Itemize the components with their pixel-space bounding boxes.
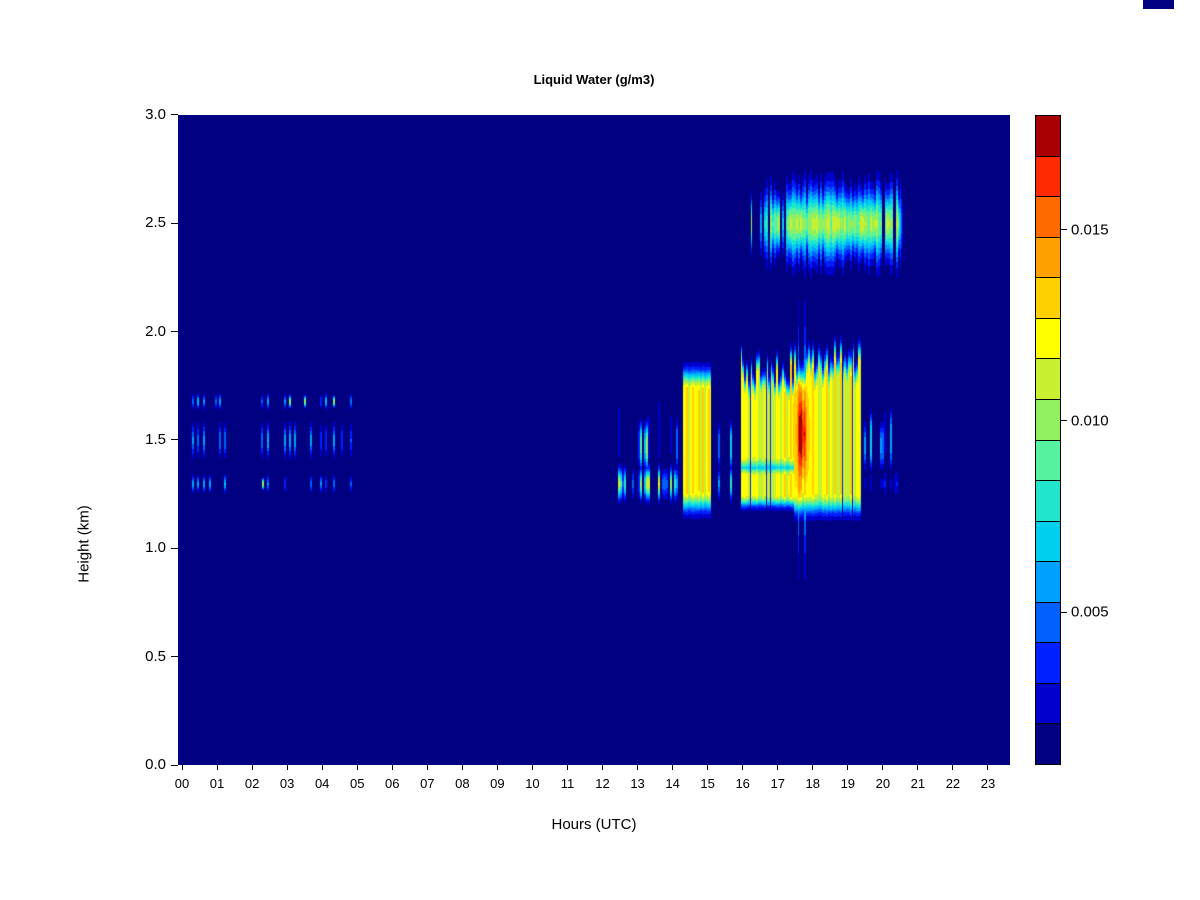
x-tick-mark xyxy=(216,765,218,770)
x-tick-label: 22 xyxy=(945,776,961,791)
x-tick-label: 03 xyxy=(279,776,295,791)
chart-title: Liquid Water (g/m3) xyxy=(533,72,655,87)
x-tick-mark xyxy=(496,765,498,770)
x-tick-mark xyxy=(356,765,358,770)
colorbar-segment xyxy=(1036,277,1060,318)
corner-swatch xyxy=(1143,0,1174,9)
colorbar-segment xyxy=(1036,236,1060,278)
x-tick-mark xyxy=(602,765,604,770)
colorbar-segment xyxy=(1036,723,1060,764)
x-tick-label: 20 xyxy=(875,776,891,791)
y-tick-mark xyxy=(171,331,178,333)
colorbar-segment xyxy=(1036,196,1060,237)
y-axis-label: Height (km) xyxy=(75,505,93,583)
x-tick-label: 23 xyxy=(980,776,996,791)
colorbar-segment xyxy=(1036,480,1060,521)
colorbar xyxy=(1035,115,1061,765)
colorbar-segment xyxy=(1036,601,1060,643)
y-tick-label: 3.0 xyxy=(145,105,166,123)
x-tick-label: 06 xyxy=(385,776,400,791)
x-tick-mark xyxy=(917,765,919,770)
heatmap-canvas xyxy=(178,115,1010,765)
y-tick-label: 2.0 xyxy=(145,322,166,340)
colorbar-segment xyxy=(1036,317,1060,359)
colorbar-tick-label: 0.015 xyxy=(1071,221,1109,239)
x-tick-label: 08 xyxy=(455,776,470,791)
colorbar-segment xyxy=(1036,561,1060,602)
x-tick-label: 15 xyxy=(700,776,715,791)
x-tick-mark xyxy=(181,765,183,770)
x-tick-mark xyxy=(286,765,288,770)
x-tick-mark xyxy=(987,765,989,770)
x-tick-label: 12 xyxy=(595,776,610,791)
x-tick-mark xyxy=(461,765,463,770)
x-tick-label: 00 xyxy=(174,776,190,791)
x-tick-mark xyxy=(742,765,744,770)
colorbar-segment xyxy=(1036,116,1060,156)
y-tick-mark xyxy=(171,114,178,116)
colorbar-segment xyxy=(1036,520,1060,562)
x-tick-mark xyxy=(882,765,884,770)
x-tick-mark xyxy=(777,765,779,770)
x-tick-mark xyxy=(672,765,674,770)
x-tick-label: 02 xyxy=(244,776,260,791)
y-tick-label: 0.0 xyxy=(145,756,166,773)
x-tick-mark xyxy=(531,765,533,770)
x-tick-mark xyxy=(251,765,253,770)
x-tick-label: 11 xyxy=(560,776,575,791)
x-tick-mark xyxy=(321,765,323,770)
y-tick-label: 2.5 xyxy=(145,214,166,232)
y-tick-mark xyxy=(171,656,178,658)
colorbar-tick-mark xyxy=(1061,611,1067,613)
x-tick-mark xyxy=(847,765,849,770)
x-tick-label: 16 xyxy=(735,776,750,791)
x-tick-label: 07 xyxy=(420,776,435,791)
x-tick-mark xyxy=(566,765,568,770)
x-tick-mark xyxy=(637,765,639,770)
y-tick-mark xyxy=(171,439,178,441)
colorbar-segment xyxy=(1036,439,1060,481)
y-tick-label: 1.5 xyxy=(145,430,166,448)
x-tick-mark xyxy=(426,765,428,770)
colorbar-tick-label: 0.005 xyxy=(1071,603,1109,621)
x-tick-label: 18 xyxy=(805,776,820,791)
x-tick-label: 17 xyxy=(770,776,785,791)
colorbar-segment xyxy=(1036,682,1060,724)
colorbar-segment xyxy=(1036,358,1060,399)
x-tick-label: 10 xyxy=(525,776,540,791)
x-tick-mark xyxy=(952,765,954,770)
x-tick-mark xyxy=(707,765,709,770)
y-tick-mark xyxy=(171,764,178,766)
colorbar-tick-mark xyxy=(1061,420,1067,422)
x-tick-label: 13 xyxy=(630,776,645,791)
y-tick-mark xyxy=(171,547,178,549)
y-tick-label: 1.0 xyxy=(145,539,166,557)
colorbar-tick-label: 0.010 xyxy=(1071,412,1109,430)
colorbar-tick-mark xyxy=(1061,229,1067,231)
x-tick-label: 05 xyxy=(349,776,365,791)
y-tick-label: 0.5 xyxy=(145,647,166,665)
x-tick-label: 19 xyxy=(840,776,856,791)
x-tick-label: 04 xyxy=(314,776,330,791)
colorbar-segment xyxy=(1036,398,1060,440)
x-tick-label: 09 xyxy=(490,776,505,791)
colorbar-segment xyxy=(1036,155,1060,197)
y-tick-mark xyxy=(171,222,178,224)
colorbar-segment xyxy=(1036,642,1060,683)
x-axis-label: Hours (UTC) xyxy=(551,816,637,833)
x-tick-label: 21 xyxy=(910,776,926,791)
x-tick-label: 14 xyxy=(665,776,680,791)
x-tick-label: 01 xyxy=(209,776,225,791)
x-tick-mark xyxy=(391,765,393,770)
x-tick-mark xyxy=(812,765,814,770)
